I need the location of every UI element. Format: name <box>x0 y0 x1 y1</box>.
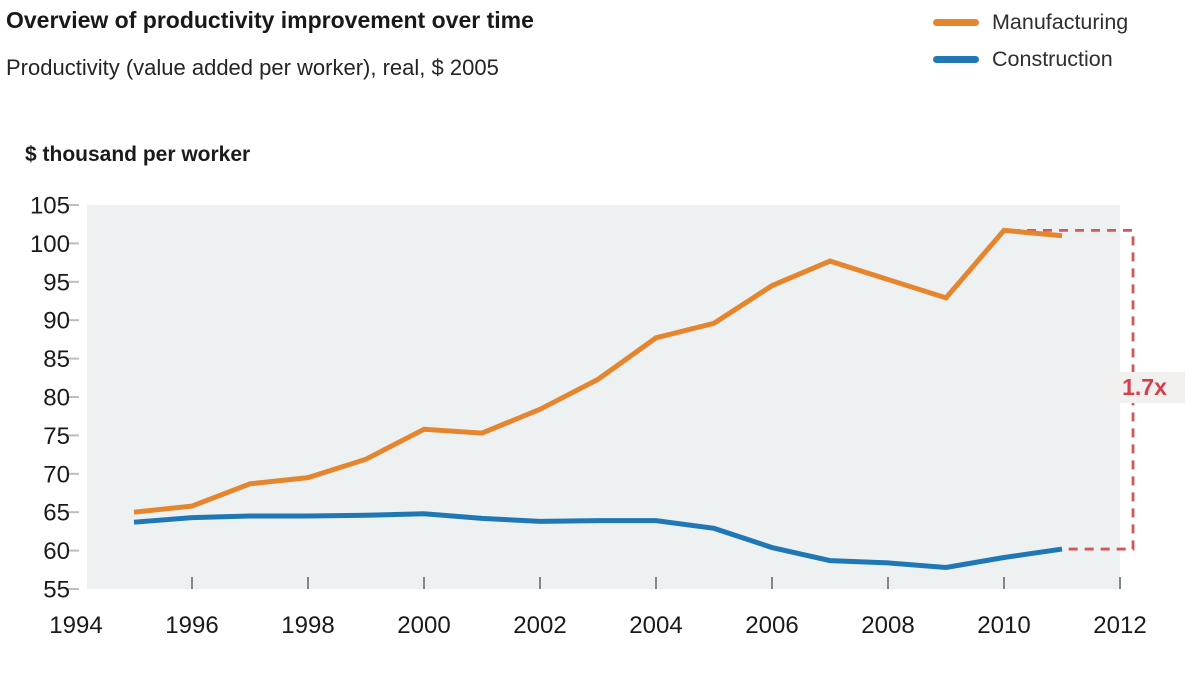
y-tick-label: 55 <box>43 577 70 604</box>
legend-item-manufacturing: Manufacturing <box>933 4 1128 41</box>
x-tick-label: 2004 <box>629 612 682 639</box>
y-tick-label: 60 <box>43 538 70 565</box>
y-tick-label: 85 <box>43 346 70 373</box>
manufacturing-line <box>133 227 1063 515</box>
ratio-annotation: 1.7x <box>1104 372 1185 403</box>
x-tick-label: 1998 <box>281 612 334 639</box>
manufacturing-line-swatch <box>933 19 979 26</box>
y-tick-label: 90 <box>43 308 70 335</box>
x-tick-label: 2010 <box>977 612 1030 639</box>
x-tick-label: 1994 <box>49 612 102 639</box>
chart-subtitle: Productivity (value added per worker), r… <box>6 55 499 80</box>
legend-label-manufacturing: Manufacturing <box>992 10 1129 34</box>
x-tick-label: 2008 <box>861 612 914 639</box>
y-tick-label: 105 <box>30 193 70 220</box>
x-tick-label: 2000 <box>397 612 450 639</box>
x-tick-label: 2002 <box>513 612 566 639</box>
y-axis-title: $ thousand per worker <box>25 143 251 166</box>
y-tick-label: 100 <box>30 231 70 258</box>
construction-line <box>133 511 1063 571</box>
x-tick-label: 1996 <box>165 612 218 639</box>
page-title: Overview of productivity improvement ove… <box>6 7 534 33</box>
construction-line-swatch <box>933 56 979 63</box>
legend-item-construction: Construction <box>933 41 1128 78</box>
legend-label-construction: Construction <box>992 47 1113 71</box>
legend: Manufacturing Construction <box>933 4 1128 78</box>
y-tick-label: 70 <box>43 461 70 488</box>
x-tick-label: 2006 <box>745 612 798 639</box>
y-tick-label: 95 <box>43 269 70 296</box>
y-tick-label: 65 <box>43 500 70 527</box>
y-tick-label: 75 <box>43 423 70 450</box>
y-tick-label: 80 <box>43 385 70 412</box>
plot-background <box>87 205 1120 589</box>
x-tick-label: 2012 <box>1093 612 1146 639</box>
